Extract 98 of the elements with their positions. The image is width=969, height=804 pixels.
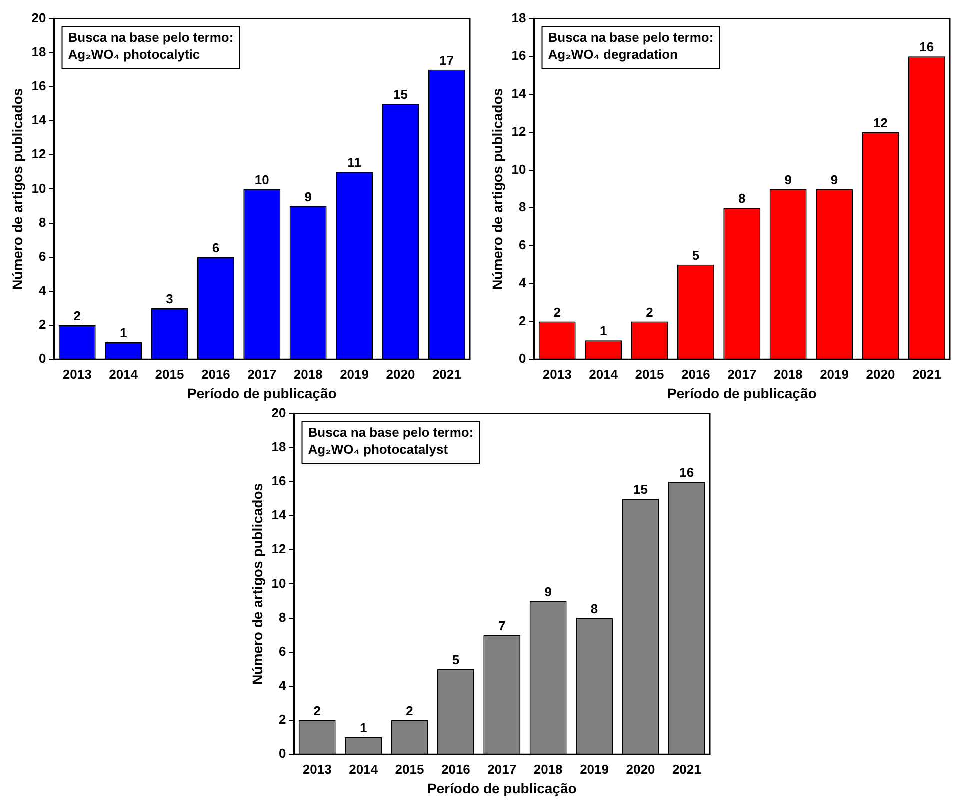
y-tick-label: 16 <box>512 48 526 64</box>
data-label: 8 <box>590 601 598 616</box>
y-axis-title: Número de artigos publicados <box>249 483 266 685</box>
data-label: 9 <box>784 172 792 188</box>
y-tick-label: 10 <box>272 576 286 591</box>
y-tick-label: 20 <box>272 405 286 420</box>
y-tick-label: 8 <box>519 200 526 215</box>
data-label: 1 <box>120 326 128 341</box>
y-tick-label: 6 <box>519 238 526 253</box>
annotation: Ag₂WO₄ degradation <box>548 46 678 62</box>
annotation: Busca na base pelo termo: <box>68 30 234 45</box>
y-tick-label: 18 <box>32 44 46 60</box>
y-tick-label: 0 <box>279 746 286 762</box>
y-tick-label: 4 <box>519 275 528 290</box>
x-tick-label: 2019 <box>340 366 369 382</box>
x-axis-title: Período de publicação <box>187 385 337 402</box>
x-tick-label: 2020 <box>626 762 656 777</box>
data-label: 16 <box>920 40 934 55</box>
y-tick-label: 2 <box>519 313 526 328</box>
x-tick-label: 2019 <box>820 366 849 382</box>
x-tick-label: 2021 <box>432 366 462 382</box>
data-label: 1 <box>600 324 608 339</box>
x-tick-label: 2014 <box>109 366 139 382</box>
y-tick-label: 18 <box>512 10 526 26</box>
y-tick-label: 14 <box>272 508 288 523</box>
y-axis-title: Número de artigos publicados <box>9 88 26 290</box>
y-tick-label: 4 <box>279 678 288 694</box>
x-tick-label: 2020 <box>866 366 896 382</box>
data-label: 5 <box>452 652 460 668</box>
x-tick-label: 2019 <box>580 762 609 777</box>
y-tick-label: 18 <box>272 439 286 454</box>
data-label: 2 <box>406 704 414 719</box>
x-tick-label: 2018 <box>294 366 323 382</box>
data-label: 3 <box>166 292 174 307</box>
data-label: 6 <box>212 240 220 256</box>
data-label: 2 <box>74 308 81 324</box>
y-tick-label: 2 <box>39 317 46 332</box>
annotation: Ag₂WO₄ photocatalyst <box>308 442 449 457</box>
x-tick-label: 2013 <box>62 366 92 382</box>
annotation: Busca na base pelo termo: <box>548 30 714 45</box>
x-tick-label: 2013 <box>542 366 572 382</box>
x-tick-label: 2020 <box>386 366 416 382</box>
data-label: 15 <box>393 87 408 102</box>
data-label: 16 <box>680 465 694 480</box>
data-label: 17 <box>440 53 454 68</box>
y-tick-label: 0 <box>519 351 526 366</box>
data-label: 11 <box>348 155 362 170</box>
x-tick-label: 2015 <box>635 366 664 382</box>
y-tick-label: 14 <box>32 112 48 128</box>
data-label: 1 <box>360 720 368 736</box>
x-tick-label: 2021 <box>672 762 702 777</box>
y-tick-label: 10 <box>512 162 526 177</box>
data-label: 12 <box>873 115 888 130</box>
x-tick-label: 2018 <box>774 366 803 382</box>
y-tick-label: 10 <box>32 180 46 196</box>
x-tick-label: 2015 <box>395 762 424 777</box>
y-tick-label: 12 <box>512 124 526 139</box>
data-label: 9 <box>830 172 838 188</box>
y-tick-label: 6 <box>279 644 286 659</box>
x-tick-label: 2014 <box>349 762 379 777</box>
y-tick-label: 0 <box>39 351 46 366</box>
y-tick-label: 16 <box>32 78 46 94</box>
annotation: Ag₂WO₄ photocalytic <box>68 46 200 62</box>
y-tick-label: 2 <box>279 712 286 728</box>
x-tick-label: 2016 <box>201 366 230 382</box>
x-tick-label: 2013 <box>302 762 332 777</box>
data-label: 9 <box>544 584 552 600</box>
y-tick-label: 12 <box>32 146 46 162</box>
data-label: 9 <box>304 189 312 204</box>
data-label: 15 <box>633 482 648 498</box>
y-axis-title: Número de artigos publicados <box>489 88 506 290</box>
x-tick-label: 2015 <box>155 366 184 382</box>
x-tick-label: 2021 <box>912 366 942 382</box>
data-label: 5 <box>692 248 700 264</box>
y-tick-label: 4 <box>39 283 48 298</box>
data-label: 2 <box>554 304 561 320</box>
x-tick-label: 2014 <box>589 366 619 382</box>
x-tick-label: 2016 <box>441 762 470 777</box>
y-tick-label: 12 <box>272 542 286 557</box>
data-label: 7 <box>498 618 506 634</box>
x-tick-label: 2016 <box>681 366 710 382</box>
x-tick-label: 2017 <box>728 366 757 382</box>
y-tick-label: 8 <box>39 214 46 230</box>
data-label: 8 <box>738 191 746 206</box>
y-tick-label: 6 <box>39 248 46 264</box>
y-tick-label: 8 <box>279 610 286 625</box>
x-tick-label: 2017 <box>248 366 277 382</box>
data-label: 10 <box>254 172 270 188</box>
x-axis-title: Período de publicação <box>667 385 817 402</box>
data-label: 2 <box>314 704 321 719</box>
x-tick-label: 2018 <box>534 762 563 777</box>
x-axis-title: Período de publicação <box>427 780 577 796</box>
x-tick-label: 2017 <box>488 762 517 777</box>
annotation: Busca na base pelo termo: <box>308 424 474 440</box>
y-tick-label: 14 <box>512 86 528 102</box>
data-label: 2 <box>646 304 654 320</box>
y-tick-label: 20 <box>32 10 46 26</box>
y-tick-label: 16 <box>272 474 286 489</box>
